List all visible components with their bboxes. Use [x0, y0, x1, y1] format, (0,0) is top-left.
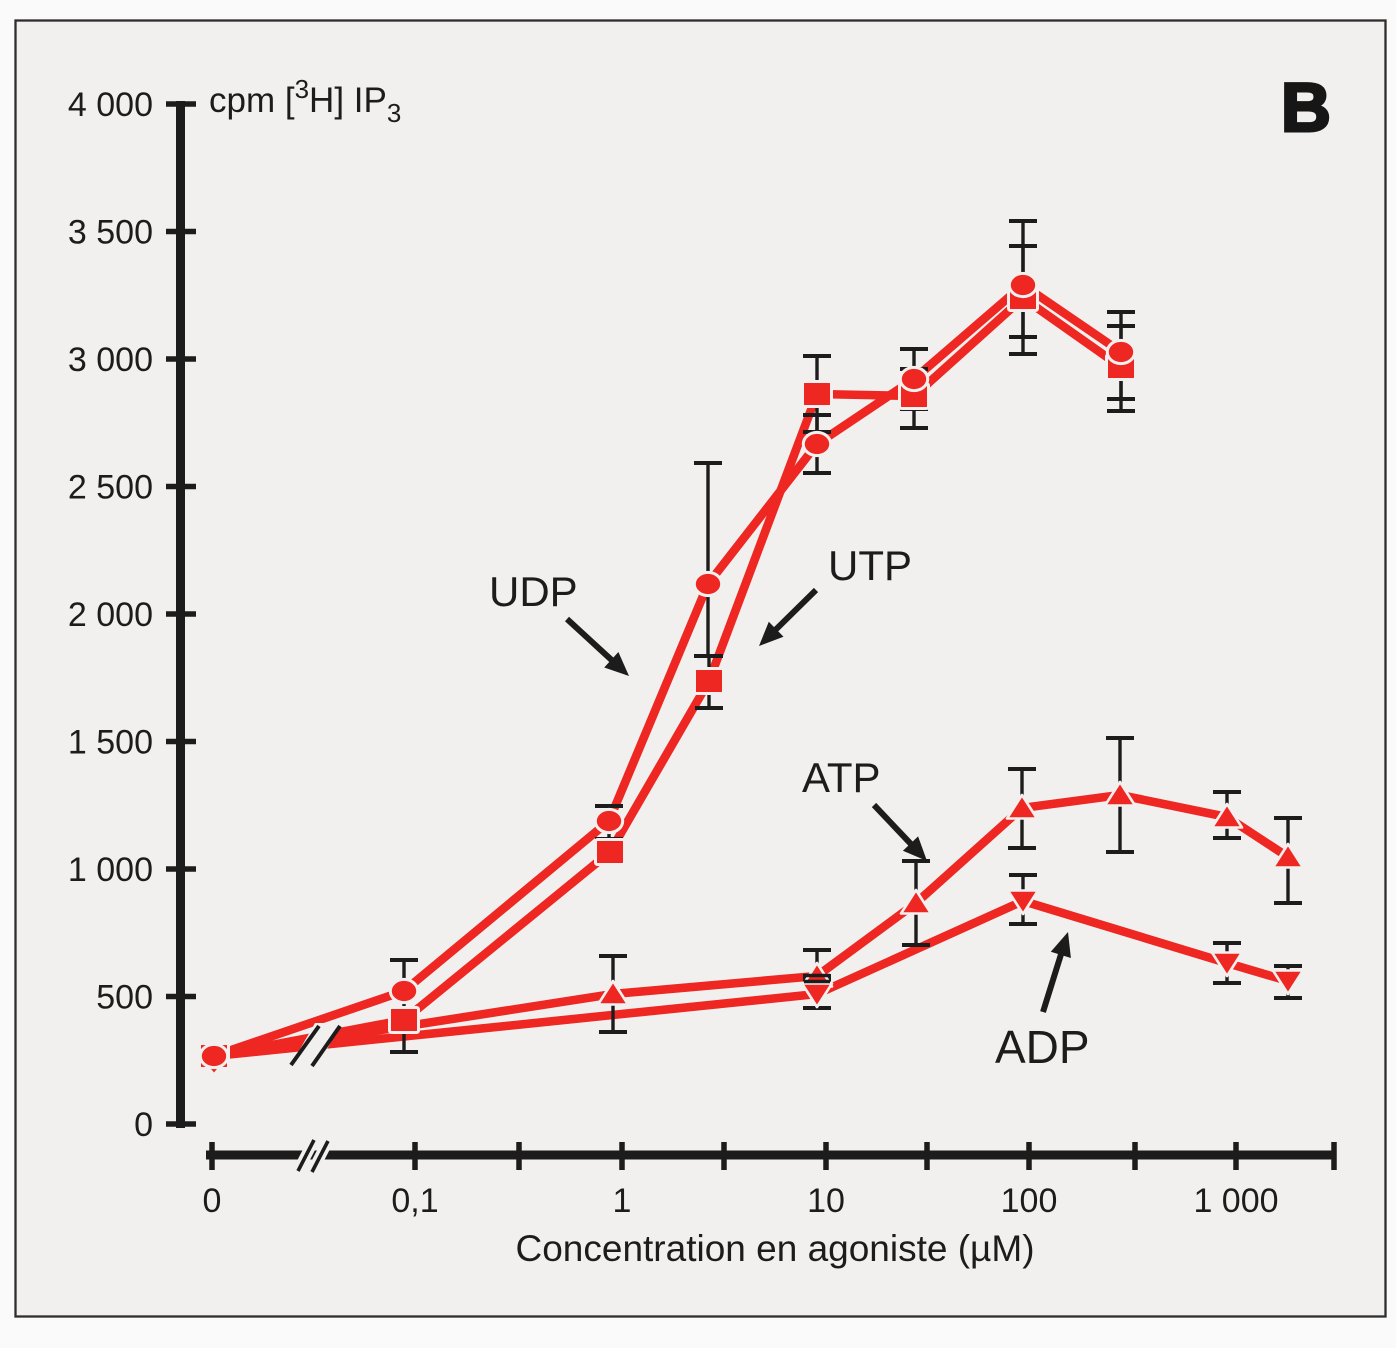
- svg-text:0: 0: [203, 1182, 222, 1220]
- svg-text:1 500: 1 500: [68, 724, 153, 762]
- svg-text:100: 100: [1001, 1182, 1058, 1220]
- svg-text:UTP: UTP: [828, 542, 912, 589]
- svg-text:0: 0: [134, 1106, 153, 1144]
- svg-text:2 000: 2 000: [68, 596, 153, 634]
- svg-text:UDP: UDP: [489, 568, 578, 615]
- svg-text:1 000: 1 000: [68, 851, 153, 889]
- svg-text:ADP: ADP: [995, 1021, 1090, 1073]
- svg-text:Concentration en agoniste (µM): Concentration en agoniste (µM): [515, 1228, 1034, 1269]
- svg-text:ATP: ATP: [802, 754, 881, 801]
- svg-text:cpm [3H] IP3: cpm [3H] IP3: [209, 74, 401, 128]
- svg-text:2 500: 2 500: [68, 469, 153, 507]
- svg-text:500: 500: [96, 979, 153, 1017]
- svg-text:1: 1: [613, 1182, 632, 1220]
- svg-text:0,1: 0,1: [391, 1182, 438, 1220]
- svg-text:10: 10: [807, 1182, 845, 1220]
- svg-text:3 500: 3 500: [68, 214, 153, 252]
- svg-text:4 000: 4 000: [68, 86, 153, 124]
- svg-text:3 000: 3 000: [68, 341, 153, 379]
- svg-text:B: B: [1281, 69, 1331, 146]
- svg-text:1 000: 1 000: [1193, 1182, 1278, 1220]
